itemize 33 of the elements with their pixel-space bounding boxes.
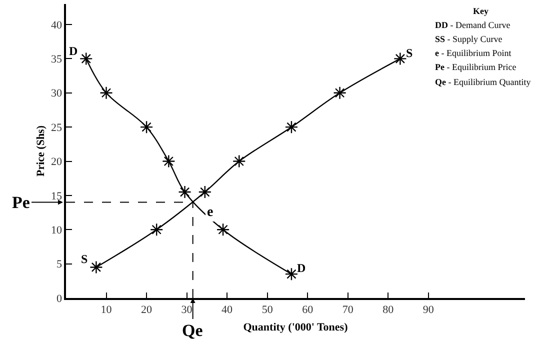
annotation: Pe - Equilibrium Price xyxy=(435,62,516,72)
ref-line-label: Pe xyxy=(12,193,30,212)
y-tick-label: 10 xyxy=(51,224,63,236)
y-axis-title: Price (Shs) xyxy=(35,125,48,177)
annotation: e xyxy=(207,205,214,220)
annotation: e - Equilibrium Point xyxy=(435,48,512,58)
x-tick-label: 10 xyxy=(100,304,112,316)
x-axis-title: Quantity ('000' Tones) xyxy=(243,322,348,334)
x-tick-label: 30 xyxy=(181,304,193,316)
annotation: Qe - Equilibrium Quantity xyxy=(435,77,532,87)
ref-line-label: Qe xyxy=(182,321,204,340)
x-tick-label: 80 xyxy=(382,304,394,316)
x-tick-label: 50 xyxy=(262,304,274,316)
y-tick-label: 25 xyxy=(51,122,63,134)
series-label: S xyxy=(406,46,413,60)
y-tick-label: 15 xyxy=(51,190,63,202)
y-tick-label: 35 xyxy=(51,54,63,66)
y-tick-label: 40 xyxy=(51,19,63,32)
x-tick-label: 60 xyxy=(302,304,314,316)
y-tick-label: 30 xyxy=(51,88,63,100)
y-tick-label: 20 xyxy=(51,156,63,168)
annotation: Key xyxy=(473,6,489,16)
x-tick-label: 20 xyxy=(141,304,153,316)
y-tick-label: 0 xyxy=(56,292,63,305)
y-tick-label: 5 xyxy=(56,258,63,271)
x-tick-label: 90 xyxy=(422,304,434,316)
x-tick-label: 40 xyxy=(222,304,234,316)
series-label: D xyxy=(297,261,306,275)
text: S xyxy=(81,252,88,266)
annotation: SS - Supply Curve xyxy=(435,34,502,44)
annotation: DD - Demand Curve xyxy=(435,20,510,30)
x-tick-label: 70 xyxy=(342,304,354,316)
text: D xyxy=(69,44,78,58)
